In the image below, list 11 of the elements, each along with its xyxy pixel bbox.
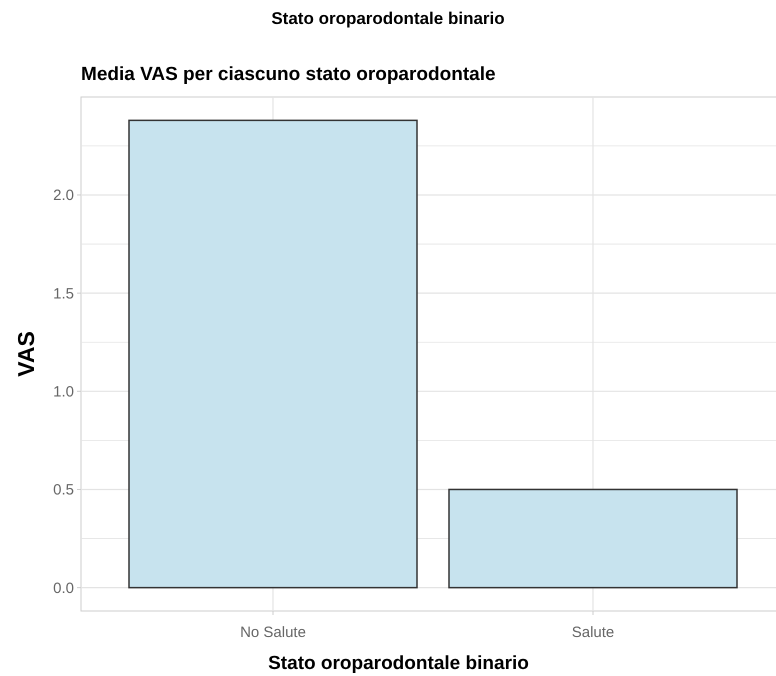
x-tick-label: Salute bbox=[572, 624, 614, 641]
chart-title: Stato oroparodontale binario bbox=[271, 9, 505, 28]
y-tick-label: 0.0 bbox=[53, 580, 74, 597]
y-tick-label: 1.5 bbox=[53, 285, 74, 302]
x-axis-title: Stato oroparodontale binario bbox=[268, 653, 529, 674]
chart-subtitle: Media VAS per ciascuno stato oroparodontale bbox=[81, 64, 496, 85]
x-tick-label: No Salute bbox=[240, 624, 306, 641]
y-axis-title: VAS bbox=[13, 331, 39, 377]
y-tick-label: 0.5 bbox=[53, 482, 74, 499]
y-tick-label: 2.0 bbox=[53, 187, 74, 204]
y-tick-label: 1.0 bbox=[53, 384, 74, 401]
